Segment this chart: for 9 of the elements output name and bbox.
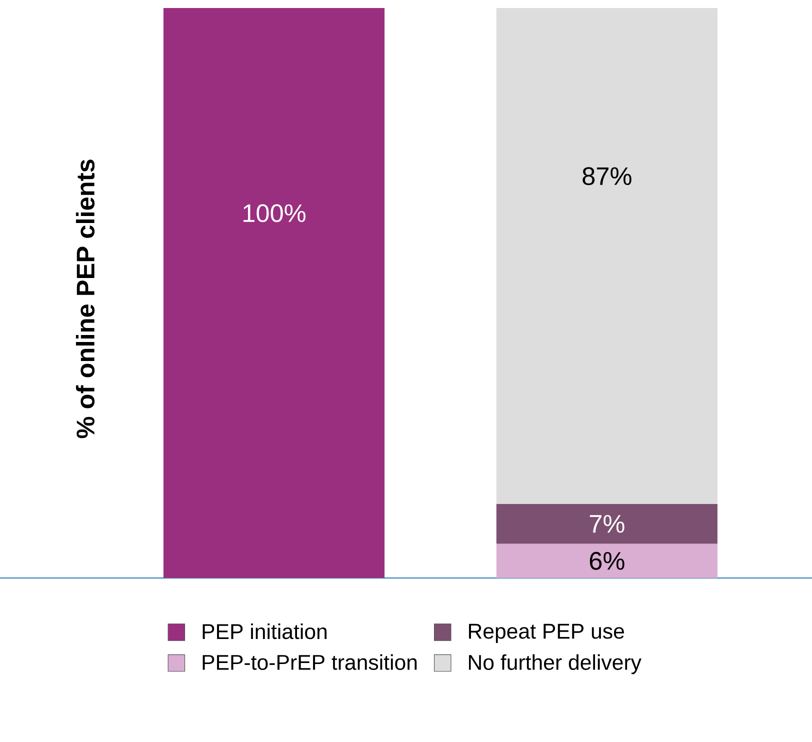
data-label: 100% bbox=[244, 204, 306, 222]
legend-label: No further delivery bbox=[468, 654, 642, 674]
data-label: 6% bbox=[590, 552, 624, 570]
legend-label: Repeat PEP use bbox=[468, 624, 624, 644]
y-axis-title: % of online PEP clients bbox=[76, 160, 95, 438]
legend-label: PEP-to-PrEP transition bbox=[202, 654, 417, 670]
data-label: 7% bbox=[590, 514, 624, 533]
legend-label: PEP initiation bbox=[202, 624, 327, 640]
data-label: 87% bbox=[582, 167, 632, 186]
